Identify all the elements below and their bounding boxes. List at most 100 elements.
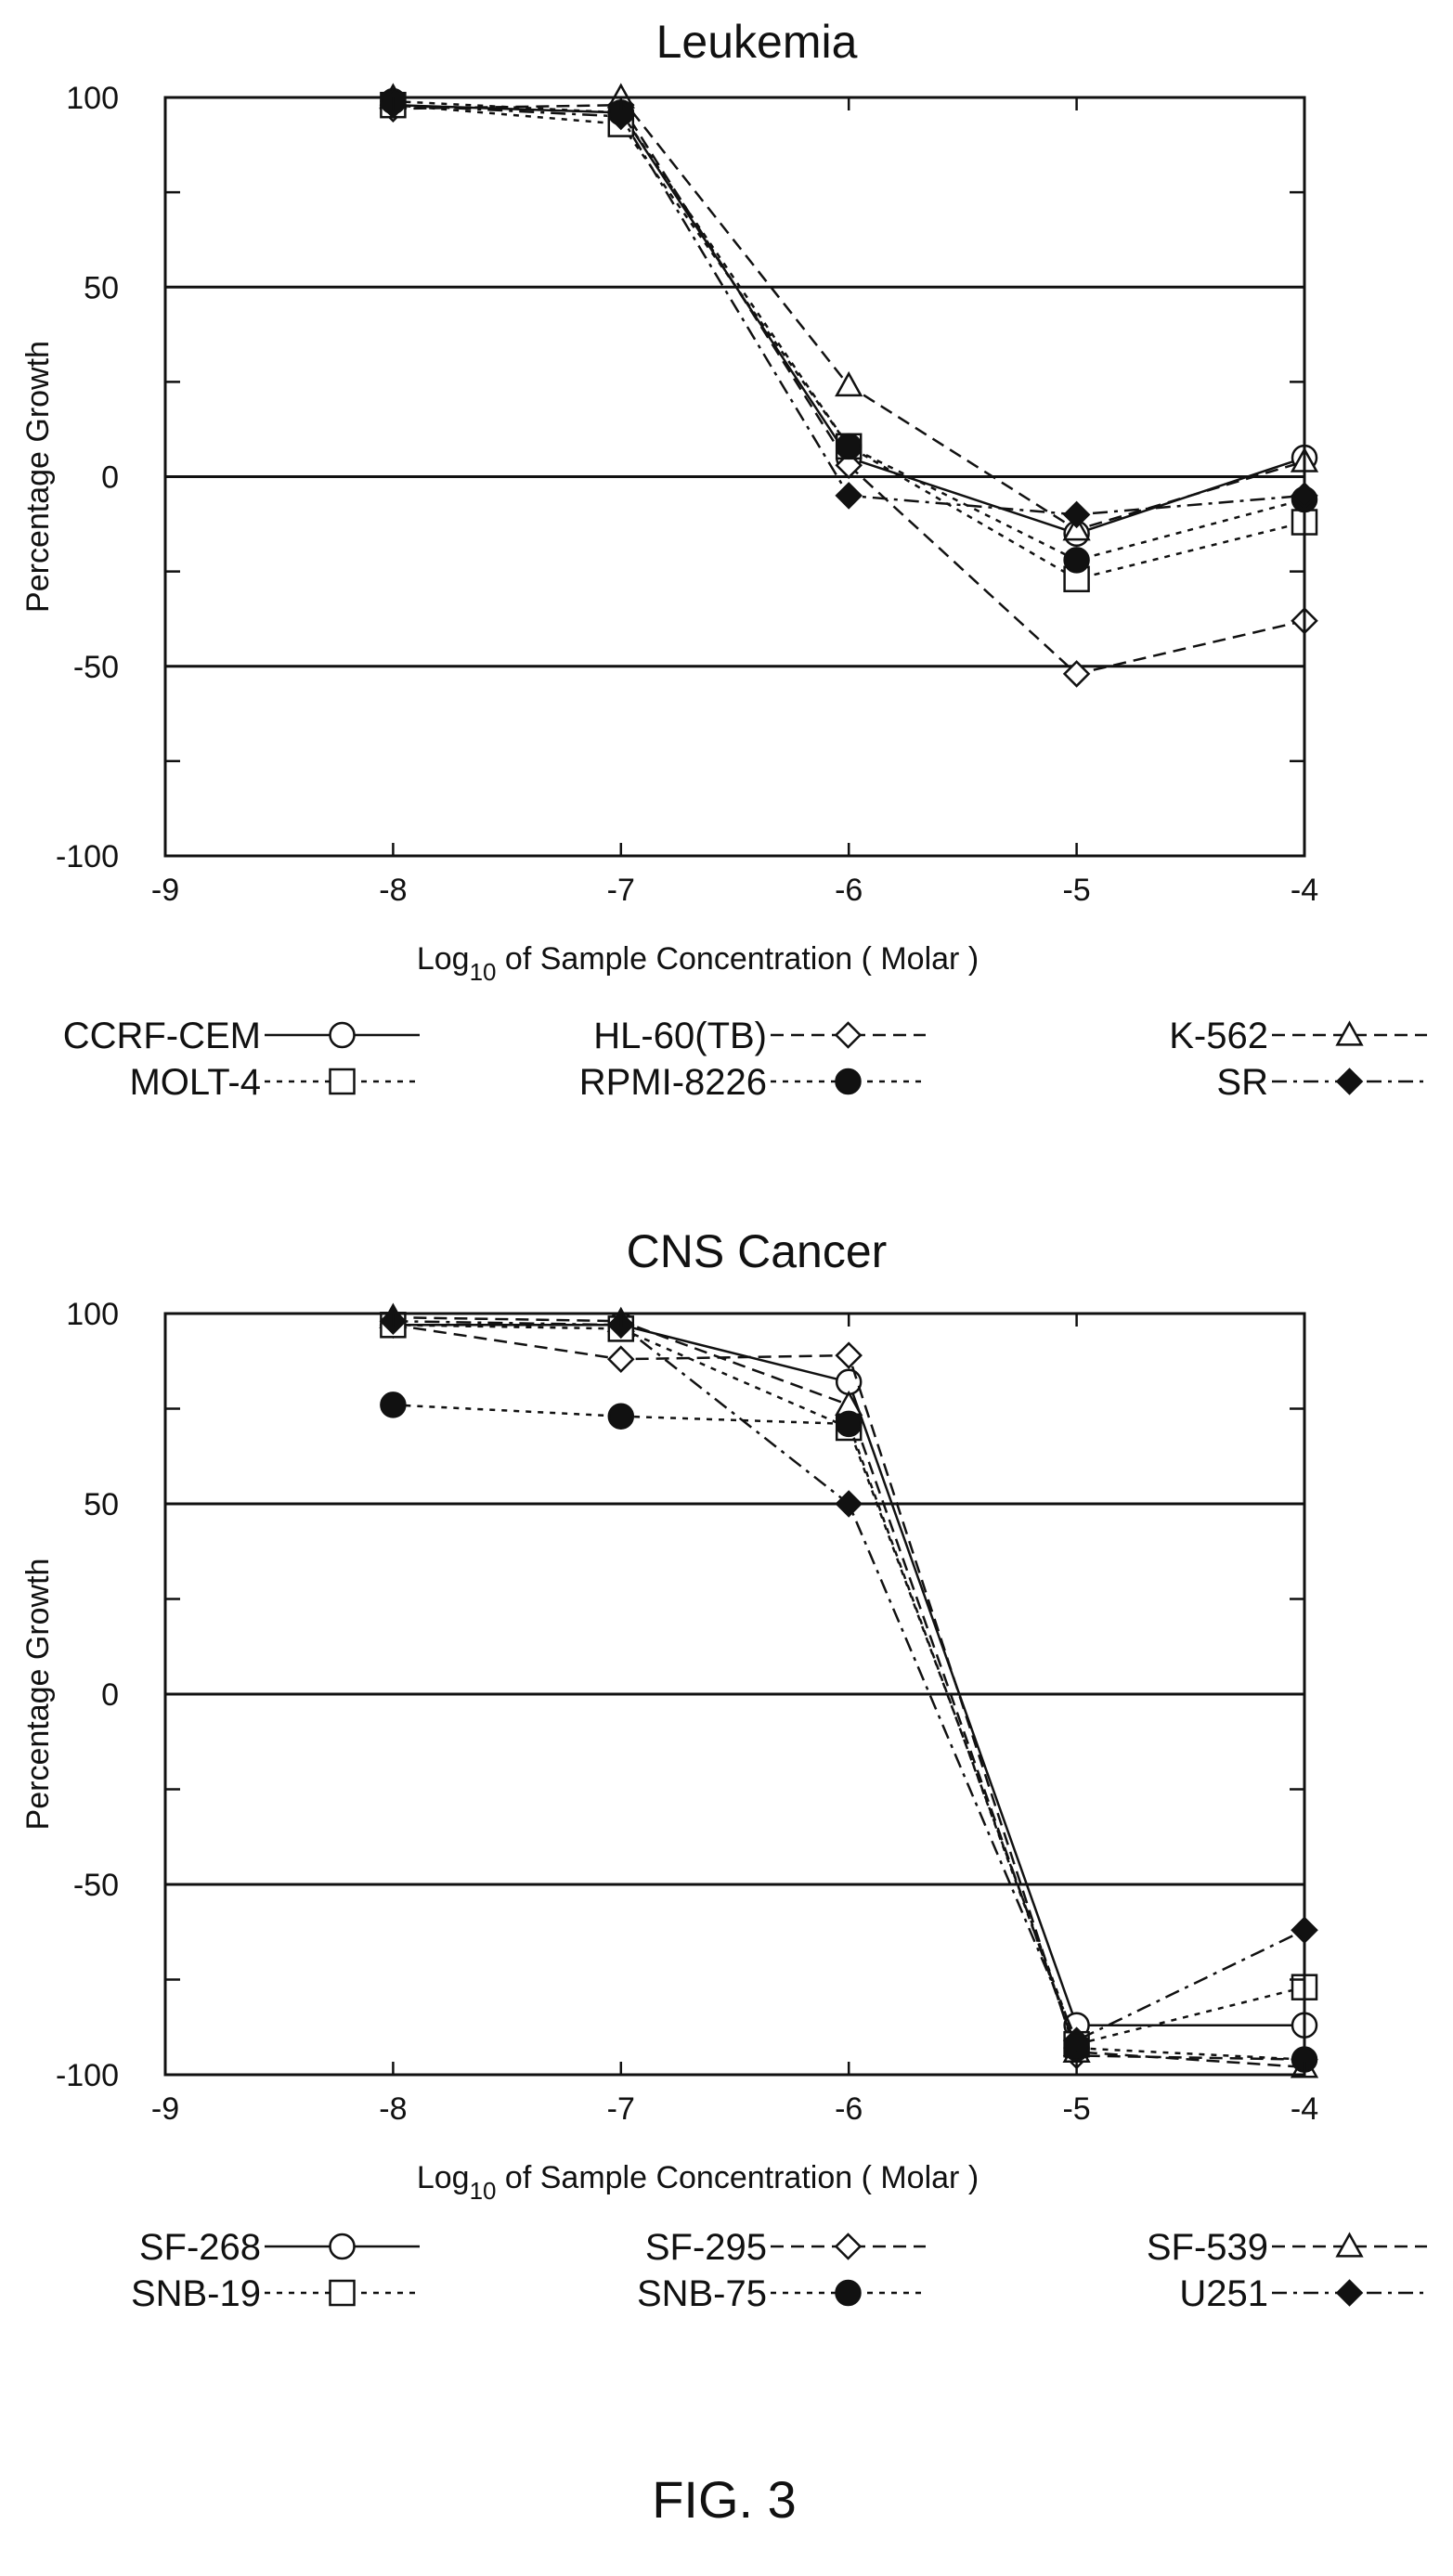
chart-title: Leukemia — [656, 16, 858, 68]
x-tick-label: -5 — [1062, 2091, 1090, 2127]
legend-label: SNB-75 — [637, 2273, 767, 2314]
legend-label: SR — [1216, 1062, 1268, 1103]
legend-marker — [329, 1021, 356, 1049]
legend: CCRF-CEM HL-60(TB) K-562 MOLT-4 RPMI-8226 SR — [63, 1016, 1427, 1103]
legend-item: CCRF-CEM — [63, 1016, 420, 1056]
legend-label: SF-268 — [139, 2227, 261, 2268]
data-point — [1063, 547, 1090, 574]
reference-lines — [165, 285, 1304, 668]
data-point — [835, 433, 863, 460]
data-point — [1062, 515, 1091, 541]
data-point — [1062, 660, 1091, 688]
legend-label: SF-539 — [1147, 2227, 1268, 2268]
legend-item: SF-539 — [1147, 2227, 1427, 2268]
legend-item: SR — [1216, 1062, 1427, 1103]
x-axis-label-rest: of Sample Concentration ( Molar ) — [496, 941, 979, 977]
legend-item: U251 — [1179, 2273, 1427, 2314]
legend-item: SNB-75 — [637, 2273, 926, 2314]
legend-marker — [1335, 1020, 1364, 1046]
legend-label: K-562 — [1169, 1016, 1268, 1056]
x-tick-label: -5 — [1062, 873, 1090, 908]
data-point — [607, 1403, 635, 1430]
y-tick-label: 100 — [66, 81, 119, 116]
series-layer — [379, 1302, 1319, 2078]
x-tick-label: -8 — [379, 2091, 407, 2127]
data-point — [1062, 500, 1091, 529]
y-tick-label: -50 — [73, 1868, 119, 1903]
legend-label: HL-60(TB) — [593, 1016, 767, 1056]
data-point — [835, 1490, 863, 1518]
cns-cancer-chart: CNS Cancer -9 -8 -7 -6 -5 -4 100 50 0 -50 -100 Per… — [20, 1225, 1427, 2314]
legend-item: RPMI-8226 — [579, 1062, 926, 1103]
axis-ticks: -9 -8 -7 -6 -5 -4 100 50 0 -50 -100 — [56, 81, 1318, 908]
x-tick-label: -7 — [607, 873, 635, 908]
legend-marker — [834, 1021, 863, 1049]
legend-item: HL-60(TB) — [593, 1016, 926, 1056]
y-tick-label: 50 — [84, 1487, 119, 1522]
y-axis-label: Percentage Growth — [20, 341, 56, 613]
data-point — [1062, 2026, 1091, 2054]
legend-marker — [329, 2279, 356, 2307]
legend-label: MOLT-4 — [129, 1062, 261, 1103]
data-point — [835, 1410, 863, 1438]
legend-label: RPMI-8226 — [579, 1062, 767, 1103]
x-tick-label: -7 — [607, 2091, 635, 2127]
y-tick-label: 50 — [84, 270, 119, 305]
x-axis-label-sub: 10 — [470, 2177, 497, 2205]
x-tick-label: -6 — [835, 2091, 863, 2127]
series-SR — [379, 91, 1318, 529]
legend-label: U251 — [1179, 2273, 1268, 2314]
axis-ticks: -9 -8 -7 -6 -5 -4 100 50 0 -50 -100 — [56, 1297, 1318, 2127]
legend-label: CCRF-CEM — [63, 1016, 261, 1056]
data-point — [835, 370, 863, 397]
legend-marker — [329, 2233, 356, 2260]
series-MOLT-4 — [380, 91, 1318, 593]
x-axis-label: Log10 of Sample Concentration ( Molar ) — [417, 2160, 979, 2205]
legend-marker — [1335, 2279, 1364, 2307]
legend-item: K-562 — [1169, 1016, 1427, 1056]
series-line — [393, 1404, 1305, 2061]
y-tick-label: 0 — [101, 1677, 119, 1713]
x-tick-label: -4 — [1291, 2091, 1318, 2127]
data-point — [380, 1392, 407, 1418]
data-point — [835, 482, 863, 510]
legend-label: SNB-19 — [131, 2273, 261, 2314]
legend-marker — [1335, 1068, 1364, 1095]
x-tick-label: -9 — [151, 873, 179, 908]
data-point — [607, 1345, 635, 1373]
series-layer — [379, 83, 1319, 688]
x-axis-label-main: Log — [417, 941, 470, 977]
legend-marker — [835, 1068, 862, 1095]
x-axis-label-main: Log — [417, 2160, 470, 2195]
x-tick-label: -6 — [835, 873, 863, 908]
legend-item: MOLT-4 — [129, 1062, 420, 1103]
legend-item: SNB-19 — [131, 2273, 420, 2314]
data-point — [607, 102, 635, 131]
legend-item: SF-295 — [645, 2227, 926, 2268]
x-axis-label-sub: 10 — [470, 958, 497, 986]
legend: SF-268 SF-295 SF-539 SNB-19 SNB-75 U251 — [131, 2227, 1427, 2314]
x-tick-label: -4 — [1291, 873, 1318, 908]
legend-marker — [834, 2233, 863, 2260]
y-tick-label: -100 — [56, 839, 119, 874]
chart-title: CNS Cancer — [627, 1225, 888, 1277]
legend-label: SF-295 — [645, 2227, 767, 2268]
legend-item: SF-268 — [139, 2227, 420, 2268]
y-tick-label: 0 — [101, 460, 119, 496]
reference-lines — [165, 1502, 1304, 1886]
y-tick-label: -100 — [56, 2058, 119, 2093]
x-axis-label: Log10 of Sample Concentration ( Molar ) — [417, 941, 979, 986]
x-axis-label-rest: of Sample Concentration ( Molar ) — [496, 2160, 979, 2195]
figure-label: FIG. 3 — [652, 2470, 797, 2529]
y-axis-label: Percentage Growth — [20, 1559, 56, 1831]
legend-marker — [1335, 2232, 1364, 2258]
x-tick-label: -8 — [379, 873, 407, 908]
legend-marker — [329, 1068, 356, 1095]
x-tick-label: -9 — [151, 2091, 179, 2127]
data-point — [835, 1341, 863, 1369]
y-tick-label: 100 — [66, 1297, 119, 1332]
leukemia-chart: Leukemia -9 -8 -7 -6 -5 -4 100 50 0 -50 -100 Perce… — [20, 16, 1427, 1103]
y-tick-label: -50 — [73, 650, 119, 685]
legend-marker — [835, 2279, 862, 2307]
